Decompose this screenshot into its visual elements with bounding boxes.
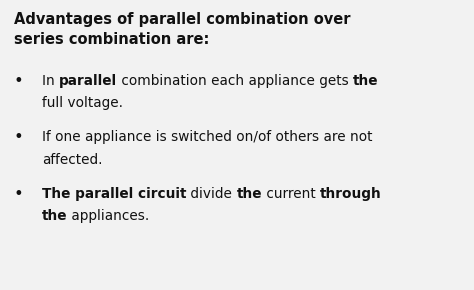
Text: current: current: [262, 187, 320, 201]
Text: appliances.: appliances.: [67, 209, 150, 223]
Text: the: the: [237, 187, 262, 201]
Text: divide: divide: [186, 187, 237, 201]
Text: affected.: affected.: [42, 153, 102, 167]
Text: The parallel circuit: The parallel circuit: [42, 187, 186, 201]
Text: through: through: [320, 187, 382, 201]
Text: If one appliance is switched on/of others are not: If one appliance is switched on/of other…: [42, 130, 373, 144]
Text: full voltage.: full voltage.: [42, 96, 123, 110]
Text: the: the: [42, 209, 67, 223]
Text: combination each appliance gets: combination each appliance gets: [117, 74, 354, 88]
Text: •: •: [14, 130, 24, 145]
Text: •: •: [14, 74, 24, 89]
Text: Advantages of parallel combination over
series combination are:: Advantages of parallel combination over …: [14, 12, 350, 47]
Text: parallel: parallel: [59, 74, 117, 88]
Text: In: In: [42, 74, 59, 88]
Text: the: the: [354, 74, 379, 88]
Text: •: •: [14, 187, 24, 202]
